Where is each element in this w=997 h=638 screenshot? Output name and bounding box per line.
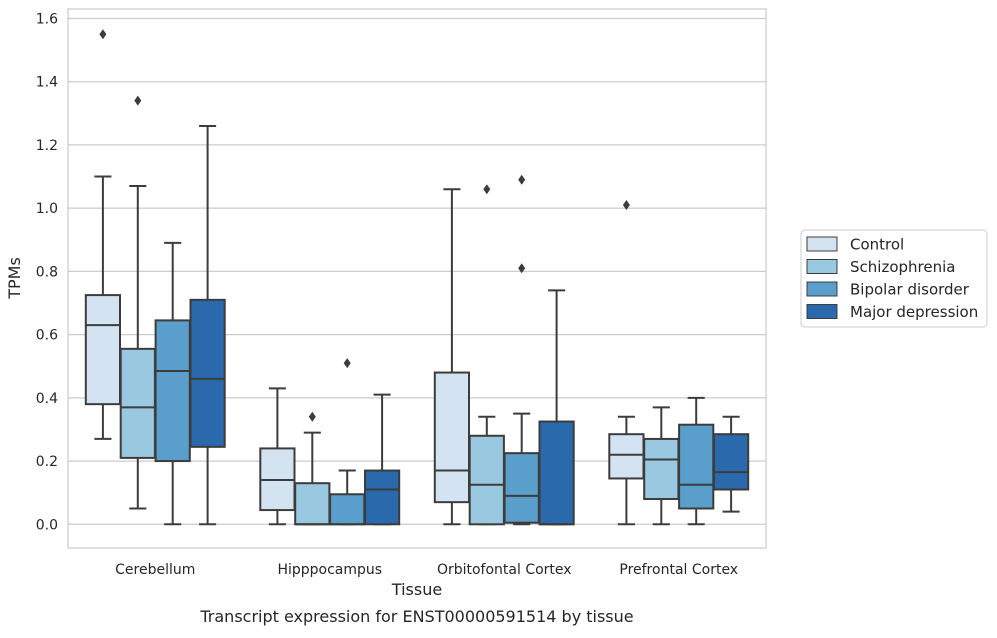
box-control [84, 29, 122, 440]
x-tick-label: Prefrontal Cortex [619, 562, 738, 578]
box-schizophrenia [643, 406, 680, 526]
legend: Control Schizophrenia Bipolar disorder Majo… [800, 229, 988, 328]
x-tick-label: Hipppocampus [277, 562, 382, 578]
y-tick-label: 1.6 [36, 11, 58, 27]
chart-caption: Transcript expression for ENST0000059151… [199, 607, 633, 626]
outlier-point [134, 95, 142, 106]
x-axis-label: Tissue [391, 580, 442, 599]
box-bipolar-disorder [154, 241, 191, 526]
y-tick-label: 1.2 [36, 138, 58, 154]
outlier-point [518, 174, 526, 185]
legend-swatch [806, 304, 838, 319]
outlier-point [99, 29, 107, 40]
legend-label: Control [850, 236, 904, 254]
box-bipolar-disorder [503, 174, 540, 526]
y-tick-label: 0.0 [36, 517, 58, 533]
box-body [538, 420, 575, 526]
box-major-depression [538, 289, 575, 526]
x-tick-label: Orbitofontal Cortex [437, 562, 572, 578]
legend-label: Bipolar disorder [850, 281, 970, 299]
box-body [433, 371, 471, 504]
box-bipolar-disorder [329, 358, 366, 526]
box-body [503, 452, 540, 524]
box-body [294, 482, 331, 526]
outlier-point [308, 411, 316, 422]
y-tick-label: 0.4 [36, 391, 58, 407]
box-body [84, 294, 122, 406]
legend-swatch [806, 259, 838, 274]
box-schizophrenia [294, 411, 331, 526]
box-body [608, 433, 645, 480]
y-tick-label: 0.2 [36, 454, 58, 470]
box-schizophrenia [119, 95, 156, 510]
y-tick-label: 1.0 [36, 201, 58, 217]
box-body [363, 469, 401, 526]
box-major-depression [363, 393, 401, 526]
x-tick-label: Cerebellum [115, 562, 195, 578]
box-body [189, 298, 226, 448]
box-control [259, 387, 296, 526]
box-body [329, 493, 366, 526]
box-major-depression [712, 415, 750, 513]
legend-swatch [806, 281, 838, 297]
legend-frame [800, 229, 988, 328]
box-body [712, 433, 750, 491]
box-body [643, 437, 680, 501]
legend-label: Schizophrenia [850, 258, 955, 276]
y-tick-label: 0.6 [36, 328, 58, 344]
outlier-point [483, 184, 491, 195]
y-axis-label: TPMs [5, 257, 24, 300]
outlier-point [343, 358, 351, 369]
box-major-depression [189, 124, 226, 526]
outlier-point [622, 200, 630, 210]
box-body [468, 434, 505, 526]
outlier-point [518, 263, 526, 274]
x-tick-labels: Cerebellum Hipppocampus Orbitofontal Corte… [115, 562, 738, 578]
plot-frame [67, 8, 767, 549]
box-body [119, 347, 156, 459]
legend-swatch [806, 236, 838, 252]
legend-label: Major depression [850, 303, 978, 321]
box-body [154, 319, 191, 463]
box-body [678, 423, 715, 510]
box-control [433, 188, 471, 526]
box-control [608, 200, 645, 526]
box-schizophrenia [468, 184, 505, 526]
y-tick-label: 1.4 [36, 75, 58, 91]
box-bipolar-disorder [678, 396, 715, 526]
box-series [84, 29, 750, 526]
y-tick-labels: 0.0 0.2 0.4 0.6 0.8 1.0 1.2 1.4 1.6 [36, 11, 58, 533]
y-tick-label: 0.8 [36, 264, 58, 280]
